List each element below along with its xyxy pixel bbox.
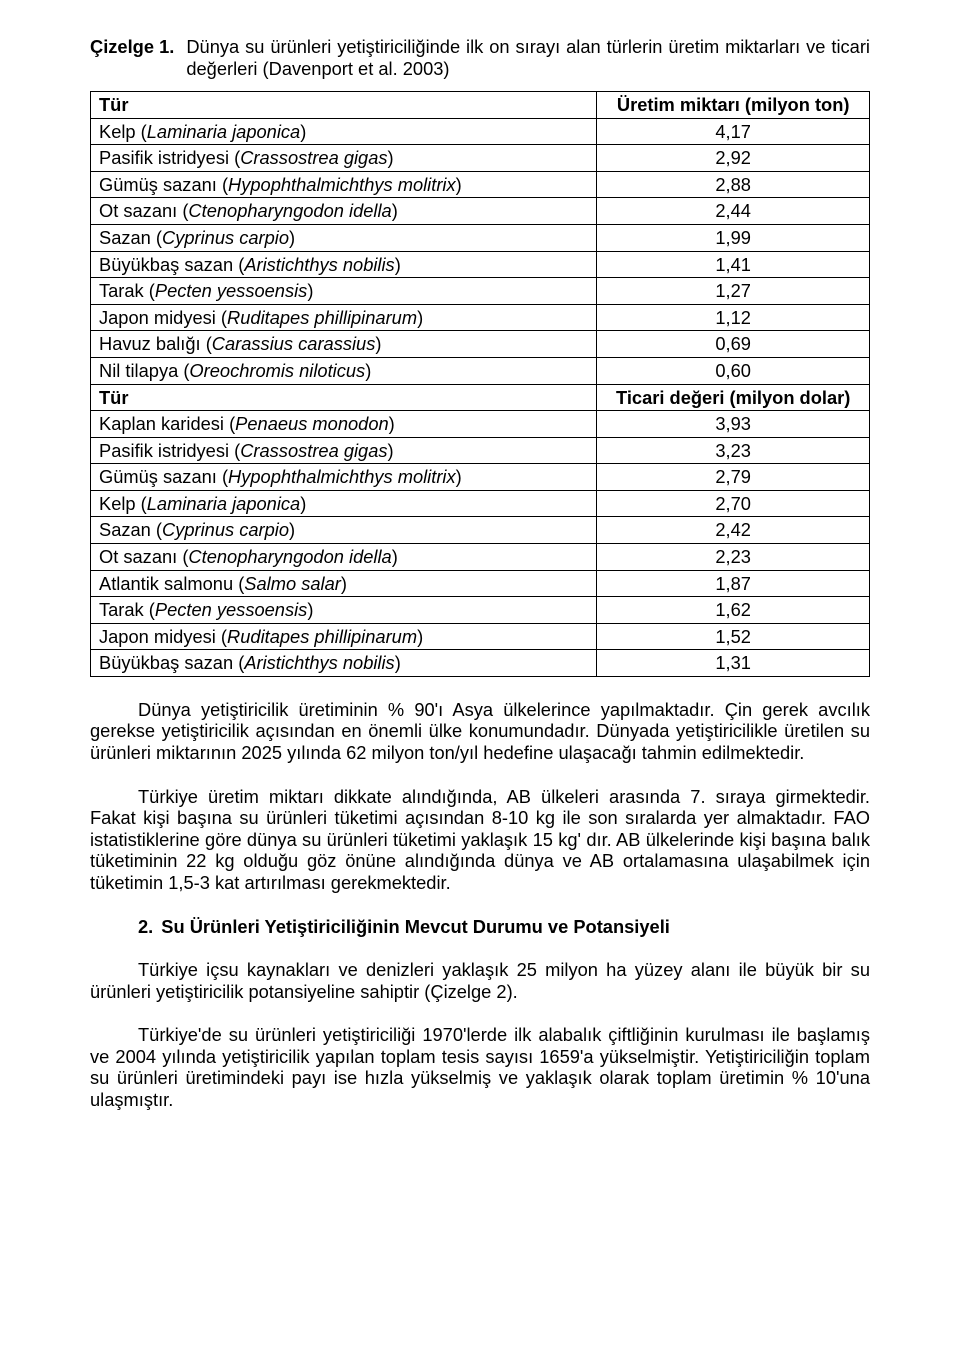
paragraph: Türkiye'de su ürünleri yetiştiriciliği 1… [90,1024,870,1110]
table-value: 1,41 [597,251,870,278]
table-value: 2,92 [597,145,870,172]
table-value: 2,23 [597,543,870,570]
table-value: 4,17 [597,118,870,145]
caption-text: Dünya su ürünleri yetiştiriciliğinde ilk… [186,36,870,79]
table-value: 1,87 [597,570,870,597]
table-row: Tarak (Pecten yessoensis) [91,278,597,305]
table-row: Havuz balığı (Carassius carassius) [91,331,597,358]
paragraph: Türkiye üretim miktarı dikkate alındığın… [90,786,870,894]
table-value: 2,79 [597,464,870,491]
table-value: 2,42 [597,517,870,544]
header-commercial-value: Ticari değeri (milyon dolar) [597,384,870,411]
table-row: Ot sazanı (Ctenopharyngodon idella) [91,543,597,570]
paragraph: Türkiye içsu kaynakları ve denizleri yak… [90,959,870,1002]
paragraph: Dünya yetiştiricilik üretiminin % 90'ı A… [90,699,870,764]
table-row: Japon midyesi (Ruditapes phillipinarum) [91,304,597,331]
header-species: Tür [91,384,597,411]
section-heading: 2. Su Ürünleri Yetiştiriciliğinin Mevcut… [138,916,870,938]
table-row: Büyükbaş sazan (Aristichthys nobilis) [91,251,597,278]
table-value: 1,31 [597,650,870,677]
table-value: 1,99 [597,225,870,252]
table-row: Gümüş sazanı (Hypophthalmichthys molitri… [91,464,597,491]
table-value: 2,70 [597,490,870,517]
table-value: 3,93 [597,411,870,438]
table-row: Sazan (Cyprinus carpio) [91,225,597,252]
table-row: Büyükbaş sazan (Aristichthys nobilis) [91,650,597,677]
table-caption: Çizelge 1. Dünya su ürünleri yetiştirici… [90,36,870,79]
table-row: Japon midyesi (Ruditapes phillipinarum) [91,623,597,650]
table-row: Pasifik istridyesi (Crassostrea gigas) [91,145,597,172]
table-row: Sazan (Cyprinus carpio) [91,517,597,544]
section-number: 2. [138,916,161,938]
table-row: Atlantik salmonu (Salmo salar) [91,570,597,597]
table-row: Kelp (Laminaria japonica) [91,490,597,517]
caption-label: Çizelge 1. [90,36,186,79]
table-value: 2,88 [597,171,870,198]
table-value: 2,44 [597,198,870,225]
table-value: 1,27 [597,278,870,305]
table-value: 0,69 [597,331,870,358]
table-row: Tarak (Pecten yessoensis) [91,597,597,624]
table-row: Nil tilapya (Oreochromis niloticus) [91,357,597,384]
header-production: Üretim miktarı (milyon ton) [597,92,870,119]
table-row: Kelp (Laminaria japonica) [91,118,597,145]
table-row: Pasifik istridyesi (Crassostrea gigas) [91,437,597,464]
table-value: 1,52 [597,623,870,650]
document-page: Çizelge 1. Dünya su ürünleri yetiştirici… [0,0,960,1193]
species-table: Tür Üretim miktarı (milyon ton) Kelp (La… [90,91,870,677]
table-value: 0,60 [597,357,870,384]
table-value: 1,12 [597,304,870,331]
section-title: Su Ürünleri Yetiştiriciliğinin Mevcut Du… [161,916,670,938]
table-row: Ot sazanı (Ctenopharyngodon idella) [91,198,597,225]
table-row: Kaplan karidesi (Penaeus monodon) [91,411,597,438]
table-value: 3,23 [597,437,870,464]
table-row: Gümüş sazanı (Hypophthalmichthys molitri… [91,171,597,198]
header-species: Tür [91,92,597,119]
table-value: 1,62 [597,597,870,624]
